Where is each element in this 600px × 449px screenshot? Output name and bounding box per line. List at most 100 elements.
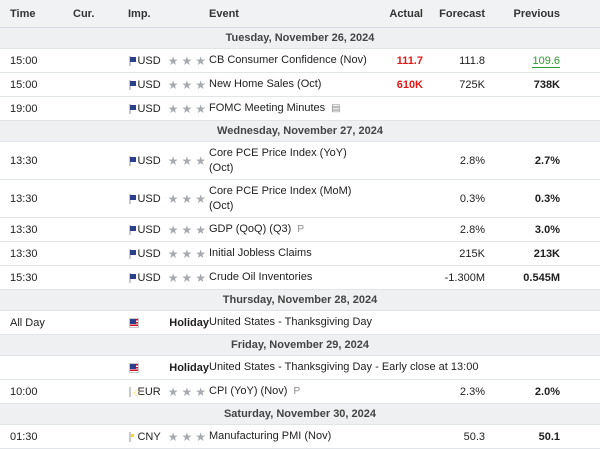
event-currency: USD xyxy=(137,102,161,115)
event-name[interactable]: Core PCE Price Index (MoM) xyxy=(209,184,352,197)
day-label: Wednesday, November 27, 2024 xyxy=(0,120,600,142)
eu-flag-icon xyxy=(129,386,143,397)
holiday-label: Holiday xyxy=(169,316,209,329)
event-forecast: 0.3% xyxy=(423,179,485,218)
event-currency: USD xyxy=(137,247,161,260)
event-forecast xyxy=(423,96,485,121)
event-previous: 738K xyxy=(485,72,600,97)
event-forecast: -1.300M xyxy=(423,265,485,290)
holiday-row[interactable]: Holiday United States - Thanksgiving Day… xyxy=(0,355,600,380)
event-currency: EUR xyxy=(137,385,161,398)
importance-stars: ★★★ xyxy=(167,77,209,92)
event-row[interactable]: 19:00 USD ★★★ FOMC Meeting Minutes ▤ xyxy=(0,96,600,121)
header-previous[interactable]: Previous xyxy=(485,0,600,28)
us-flag-icon xyxy=(129,317,139,328)
event-actual: 111.7 xyxy=(384,48,423,73)
event-time: 15:00 xyxy=(0,48,73,73)
event-name[interactable]: Crude Oil Inventories xyxy=(209,265,384,290)
event-currency: USD xyxy=(137,54,161,67)
event-time: 19:00 xyxy=(0,96,73,121)
event-actual: 610K xyxy=(384,72,423,97)
day-row: Saturday, November 30, 2024 xyxy=(0,403,600,425)
event-row[interactable]: 13:30 USD ★★★ Initial Jobless Claims 215K… xyxy=(0,241,600,266)
event-forecast: 2.8% xyxy=(423,217,485,242)
document-icon[interactable]: ▤ xyxy=(331,103,341,114)
event-previous: 50.1 xyxy=(485,424,600,449)
event-previous: 3.0% xyxy=(485,217,600,242)
event-name[interactable]: CB Consumer Confidence (Nov) xyxy=(209,48,384,73)
header-currency[interactable]: Cur. xyxy=(73,0,128,28)
event-row[interactable]: 13:30 USD ★★★ Core PCE Price Index (YoY) (… xyxy=(0,141,600,180)
event-actual xyxy=(384,217,423,242)
event-currency: CNY xyxy=(137,430,161,443)
event-name[interactable]: Manufacturing PMI (Nov) xyxy=(209,424,384,449)
event-row[interactable]: 15:00 USD ★★★ CB Consumer Confidence (Nov… xyxy=(0,48,600,73)
header-forecast[interactable]: Forecast xyxy=(423,0,485,28)
event-actual xyxy=(384,424,423,449)
day-row: Friday, November 29, 2024 xyxy=(0,334,600,356)
event-name-period[interactable]: (Oct) xyxy=(209,161,234,174)
event-row[interactable]: 15:30 USD ★★★ Crude Oil Inventories -1.30… xyxy=(0,265,600,290)
us-flag-icon xyxy=(129,193,138,204)
importance-stars: ★★★ xyxy=(167,101,209,116)
us-flag-icon xyxy=(129,103,138,114)
event-forecast: 50.3 xyxy=(423,424,485,449)
event-previous: 0.3% xyxy=(485,179,600,218)
day-row: Tuesday, November 26, 2024 xyxy=(0,27,600,49)
event-row[interactable]: 13:30 USD ★★★ GDP (QoQ) (Q3) P 2.8% 3.0% xyxy=(0,217,600,242)
event-time xyxy=(0,355,73,380)
event-name[interactable]: GDP (QoQ) (Q3) xyxy=(209,223,292,235)
event-actual xyxy=(384,179,423,218)
importance-stars: ★★★ xyxy=(167,429,209,444)
us-flag-icon xyxy=(129,79,138,90)
event-row[interactable]: 15:00 USD ★★★ New Home Sales (Oct) 610K 7… xyxy=(0,72,600,97)
event-time: 01:30 xyxy=(0,424,73,449)
header-event[interactable]: Event xyxy=(209,0,384,28)
importance-stars: ★★★ xyxy=(167,191,209,206)
event-currency: USD xyxy=(137,78,161,91)
event-previous: 2.0% xyxy=(485,379,600,404)
event-name[interactable]: Initial Jobless Claims xyxy=(209,241,384,266)
event-name-period[interactable]: (Oct) xyxy=(209,199,234,212)
event-actual xyxy=(384,96,423,121)
event-previous: 2.7% xyxy=(485,141,600,180)
event-forecast: 111.8 xyxy=(423,48,485,73)
event-name[interactable]: United States - Thanksgiving Day - Early… xyxy=(209,355,600,380)
event-currency: USD xyxy=(137,271,161,284)
holiday-label: Holiday xyxy=(169,361,209,374)
event-actual xyxy=(384,241,423,266)
event-previous: 109.6 xyxy=(532,54,560,68)
event-row[interactable]: 13:30 USD ★★★ Core PCE Price Index (MoM) (… xyxy=(0,179,600,218)
event-time: 13:30 xyxy=(0,241,73,266)
event-actual xyxy=(384,265,423,290)
event-row[interactable]: 01:30 CNY ★★★ Manufacturing PMI (Nov) 50.… xyxy=(0,424,600,449)
us-flag-icon xyxy=(129,155,138,166)
day-label: Thursday, November 28, 2024 xyxy=(0,289,600,311)
holiday-row[interactable]: All Day Holiday United States - Thanksgi… xyxy=(0,310,600,335)
event-time: All Day xyxy=(0,310,73,335)
header-actual[interactable]: Actual xyxy=(384,0,423,28)
header-row: Time Cur. Imp. Event Actual Forecast Pre… xyxy=(0,0,600,28)
day-label: Saturday, November 30, 2024 xyxy=(0,403,600,425)
day-row: Thursday, November 28, 2024 xyxy=(0,289,600,311)
us-flag-icon xyxy=(129,362,139,373)
event-currency: USD xyxy=(137,192,161,205)
event-time: 10:00 xyxy=(0,379,73,404)
event-name[interactable]: Core PCE Price Index (YoY) xyxy=(209,146,347,159)
event-forecast: 2.3% xyxy=(423,379,485,404)
importance-stars: ★★★ xyxy=(167,222,209,237)
header-importance[interactable]: Imp. xyxy=(128,0,209,28)
us-flag-icon xyxy=(129,248,138,259)
event-row[interactable]: 10:00 EUR ★★★ CPI (YoY) (Nov) P 2.3% 2.0% xyxy=(0,379,600,404)
event-forecast: 725K xyxy=(423,72,485,97)
event-actual xyxy=(384,141,423,180)
event-name[interactable]: FOMC Meeting Minutes xyxy=(209,102,326,114)
event-name[interactable]: United States - Thanksgiving Day xyxy=(209,310,600,335)
event-name[interactable]: CPI (YoY) (Nov) xyxy=(209,385,288,397)
event-forecast: 2.8% xyxy=(423,141,485,180)
day-label: Friday, November 29, 2024 xyxy=(0,334,600,356)
header-time[interactable]: Time xyxy=(0,0,73,28)
day-row: Wednesday, November 27, 2024 xyxy=(0,120,600,142)
event-name[interactable]: New Home Sales (Oct) xyxy=(209,72,384,97)
